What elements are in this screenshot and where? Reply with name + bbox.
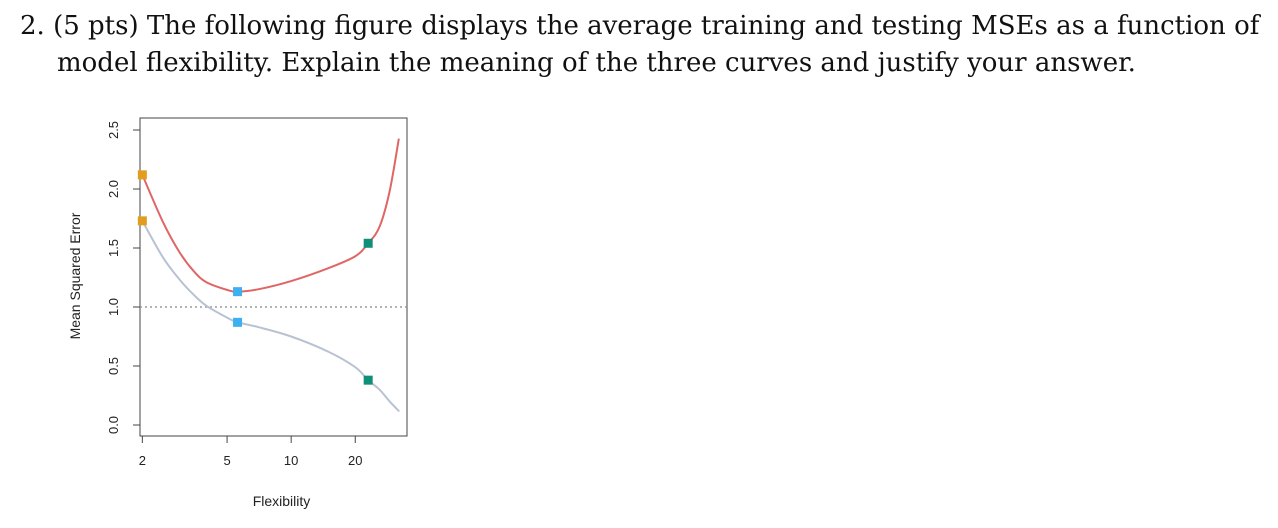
y-tick-label: 0.5: [106, 357, 121, 375]
upper-curve: [141, 138, 400, 293]
x-tick-label: 5: [223, 453, 230, 468]
square-marker: [363, 375, 373, 385]
y-tick-label: 1.0: [106, 298, 121, 316]
y-tick-label: 0.0: [106, 416, 121, 434]
y-tick-label: 2.0: [106, 180, 121, 198]
x-tick-label: 20: [348, 453, 362, 468]
question-line-2: model flexibility. Explain the meaning o…: [20, 45, 1260, 82]
square-marker: [233, 317, 243, 327]
question-line-2-text: model flexibility. Explain the meaning o…: [57, 48, 1136, 78]
square-marker: [137, 216, 147, 226]
square-marker: [233, 287, 243, 297]
plot-frame: [139, 117, 408, 437]
x-tick-label: 10: [284, 453, 298, 468]
question-line-1: 2. (5 pts) The following figure displays…: [20, 8, 1260, 45]
square-marker: [137, 170, 147, 180]
square-marker: [363, 238, 373, 248]
lower-curve: [141, 219, 400, 412]
y-tick-label: 2.5: [106, 121, 121, 139]
x-axis-label: Flexibility: [253, 493, 311, 509]
y-axis-label: Mean Squared Error: [67, 212, 83, 339]
y-tick-label: 1.5: [106, 239, 121, 257]
question-points: (5 pts): [53, 11, 139, 41]
question-number: 2.: [20, 11, 45, 41]
x-tick-label: 2: [139, 453, 146, 468]
question-line-1-text: The following figure displays the averag…: [146, 11, 1260, 41]
question-text: 2. (5 pts) The following figure displays…: [20, 8, 1260, 82]
